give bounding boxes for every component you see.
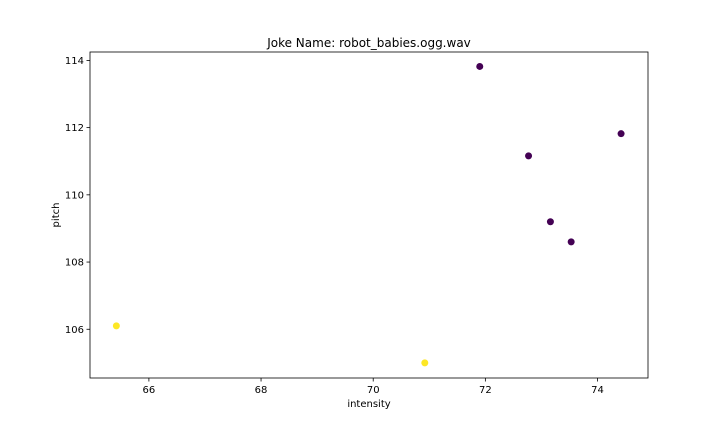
plot-frame: [89, 51, 649, 379]
x-tick-label: 70: [367, 385, 380, 396]
scatter-point: [421, 359, 429, 367]
plot-area: [89, 51, 649, 379]
scatter-point: [546, 218, 554, 226]
chart-title: Joke Name: robot_babies.ogg.wav: [266, 36, 471, 50]
y-tick-label: 112: [65, 123, 84, 134]
x-tick-label: 72: [479, 385, 492, 396]
scatter-point: [112, 322, 120, 330]
y-axis: 106 108 110 112 114: [65, 56, 90, 336]
y-axis-label: pitch: [51, 203, 62, 228]
y-tick-label: 108: [65, 258, 84, 269]
x-tick-label: 66: [143, 385, 156, 396]
scatter-point: [476, 62, 484, 70]
x-axis-label: intensity: [347, 399, 390, 410]
scatter-point: [567, 238, 575, 246]
x-axis: 66 68 70 72 74: [143, 378, 604, 396]
scatter-point: [525, 152, 533, 160]
scatter-point: [617, 130, 625, 138]
y-tick-label: 114: [65, 56, 84, 67]
x-tick-label: 74: [591, 385, 604, 396]
y-tick-label: 110: [65, 190, 84, 201]
x-tick-label: 68: [255, 385, 268, 396]
y-tick-label: 106: [65, 325, 84, 336]
data-points: [112, 62, 625, 367]
